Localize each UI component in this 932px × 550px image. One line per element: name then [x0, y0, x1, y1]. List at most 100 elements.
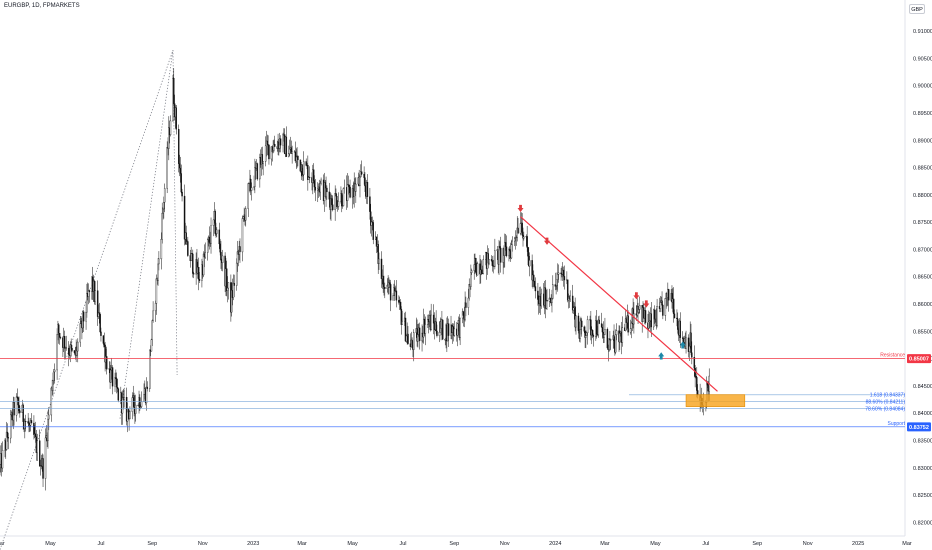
candle-body [196, 259, 198, 274]
candle-body [523, 236, 525, 239]
candle-body [30, 420, 33, 424]
price-badge [907, 422, 931, 432]
time-axis[interactable]: Mar May Jul Sep Nov 2023 Mar May Jul Sep Nov 2024 Ma… [0, 541, 912, 547]
candle-body [691, 352, 693, 358]
down-arrow-icon [544, 237, 551, 245]
candle-body [121, 397, 124, 414]
candle-body [528, 260, 531, 267]
candle-body [59, 337, 62, 339]
candle-body [585, 335, 587, 338]
support-label: Support [887, 421, 905, 427]
candle-body [629, 328, 632, 333]
candle-body [215, 233, 217, 235]
candle-body [575, 315, 577, 328]
price-tick-label: 0.90000 [913, 84, 932, 90]
candle-body [563, 276, 566, 281]
candle-body [96, 290, 99, 317]
candle-body [491, 260, 494, 266]
candle-body [555, 285, 557, 287]
candle-body [586, 332, 588, 336]
candle-body [42, 458, 44, 479]
up-arrow-icon [679, 341, 686, 349]
candle-body [86, 293, 88, 313]
candle-body [343, 187, 345, 189]
candle-body [178, 129, 180, 164]
candle-body [71, 348, 73, 351]
price-badge-text: 0.83752 [909, 425, 929, 431]
candle-body [355, 183, 357, 192]
candle-body [232, 282, 235, 298]
candle-body [214, 211, 216, 234]
candle-body [370, 211, 372, 226]
candle-body [627, 315, 629, 333]
candle-body [98, 312, 101, 315]
candle-body [117, 388, 120, 401]
candle-body [139, 397, 141, 408]
candle-body [248, 182, 250, 184]
candle-body [319, 183, 321, 193]
candle-body [597, 319, 600, 336]
candle-body [19, 410, 21, 413]
candle-body [302, 161, 305, 175]
candle-body [467, 297, 470, 308]
candle-body [250, 187, 253, 191]
candle-body [526, 236, 528, 248]
candle-body [473, 264, 475, 271]
time-tick-label: Nov [198, 541, 208, 547]
time-tick-label: Jul [400, 541, 407, 547]
time-tick-label: Sep [147, 541, 157, 547]
time-tick-label: 2025 [852, 541, 864, 547]
candle-body [82, 311, 85, 322]
candle-body [569, 295, 571, 300]
candle-body [302, 174, 304, 176]
candle-body [218, 229, 221, 245]
candle-body [18, 404, 20, 411]
candle-body [504, 242, 507, 247]
candle-body [29, 425, 31, 427]
currency-button[interactable]: GBP [909, 4, 925, 14]
candle-body [162, 208, 164, 214]
candle-body [155, 278, 158, 304]
candle-body [447, 323, 450, 336]
candle-body [679, 320, 681, 338]
time-tick-label: May [45, 541, 56, 547]
candle-body [533, 280, 536, 287]
price-axis[interactable]: 0.91000 0.90500 0.90000 0.89500 0.89000 0.885… [913, 29, 932, 526]
downtrend-line [520, 216, 718, 392]
candle-body [656, 306, 658, 326]
candle-body [442, 319, 444, 340]
time-tick-label: Jul [97, 541, 104, 547]
candle-body [557, 272, 560, 275]
down-arrow-icon [643, 300, 650, 308]
target-zone [685, 394, 746, 407]
time-tick-label: Sep [752, 541, 762, 547]
candle-body [644, 310, 647, 323]
candle-body [58, 324, 60, 334]
candle-body [5, 431, 8, 450]
candle-body [291, 151, 293, 154]
time-tick-label: May [347, 541, 358, 547]
candle-body [307, 164, 309, 180]
candle-body [163, 202, 165, 210]
price-badge [907, 354, 931, 364]
candle-body [169, 120, 172, 136]
candle-body [1, 450, 4, 469]
candle-body [521, 222, 523, 236]
candle-body [648, 320, 651, 322]
candle-body [595, 320, 598, 335]
candle-body [110, 369, 112, 383]
candle-body [517, 227, 519, 234]
candle-body [297, 155, 299, 161]
candle-body [476, 263, 479, 276]
candle-body [273, 144, 275, 151]
candle-body [407, 333, 409, 344]
price-tick-label: 0.88500 [913, 166, 932, 172]
candle-body [413, 332, 415, 350]
candle-body [77, 341, 79, 352]
candle-body [256, 163, 259, 180]
fib-label: 78.60% (0.84084) [865, 406, 905, 412]
candle-body [208, 236, 211, 243]
candle-body [163, 188, 166, 203]
candle-body [482, 259, 485, 274]
